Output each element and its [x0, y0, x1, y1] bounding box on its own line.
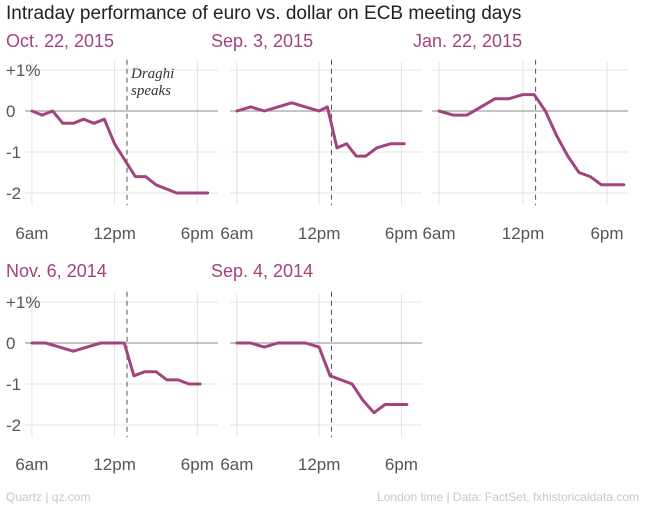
footer-source: London time | Data: FactSet, fxhistorica…: [377, 490, 639, 504]
x-tick-label: 6am: [15, 224, 48, 243]
x-tick-label: 6pm: [385, 455, 418, 474]
y-tick-label: -1: [6, 375, 21, 394]
x-tick-label: 12pm: [93, 224, 136, 243]
x-tick-label: 6pm: [181, 455, 214, 474]
series-line: [437, 93, 626, 187]
series-line: [30, 109, 210, 195]
chart-title: Intraday performance of euro vs. dollar …: [6, 3, 522, 24]
x-tick-label: 6pm: [385, 224, 418, 243]
y-tick-label: -1: [6, 143, 21, 162]
series-line: [235, 101, 406, 158]
panel-title: Sep. 4, 2014: [211, 261, 313, 281]
y-tick-label: +1%: [6, 293, 41, 312]
panel-title: Jan. 22, 2015: [413, 31, 522, 51]
series-line: [235, 341, 409, 415]
x-tick-label: 6pm: [181, 224, 214, 243]
y-tick-label: 0: [6, 334, 15, 353]
x-tick-label: 6am: [15, 455, 48, 474]
y-tick-label: +1%: [6, 61, 41, 80]
y-tick-label: 0: [6, 102, 15, 121]
annotation-text: speaks: [131, 83, 171, 99]
panel-title: Sep. 3, 2015: [211, 31, 313, 51]
x-tick-label: 12pm: [298, 455, 341, 474]
x-tick-label: 6am: [422, 224, 455, 243]
y-tick-label: -2: [6, 184, 21, 203]
footer-credit: Quartz | qz.com: [6, 490, 91, 504]
annotation-text: Draghi: [130, 66, 174, 82]
x-tick-label: 12pm: [93, 455, 136, 474]
x-tick-label: 6am: [220, 224, 253, 243]
x-tick-label: 6pm: [590, 224, 623, 243]
series-line: [30, 341, 202, 386]
y-tick-label: -2: [6, 416, 21, 435]
x-tick-label: 12pm: [502, 224, 545, 243]
panel-title: Oct. 22, 2015: [6, 31, 114, 51]
x-tick-label: 6am: [220, 455, 253, 474]
x-tick-label: 12pm: [298, 224, 341, 243]
panel-title: Nov. 6, 2014: [6, 261, 107, 281]
